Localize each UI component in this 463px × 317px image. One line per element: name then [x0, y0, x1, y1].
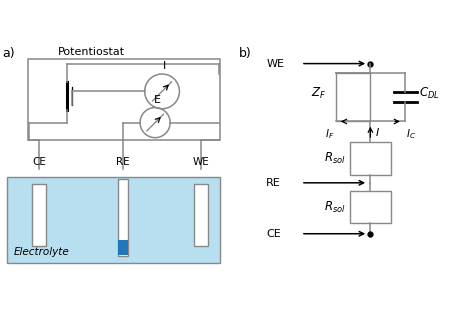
Text: I: I: [163, 61, 166, 70]
Text: CE: CE: [32, 157, 46, 167]
Text: $C_{DL}$: $C_{DL}$: [419, 86, 440, 101]
Text: CE: CE: [266, 229, 281, 239]
Bar: [7, 177, 220, 263]
Text: $Z_F$: $Z_F$: [311, 86, 326, 101]
Text: E: E: [154, 95, 161, 105]
Bar: [32, 184, 46, 247]
Text: b): b): [238, 47, 251, 60]
Bar: [336, 73, 370, 121]
Text: $R_{sol}$: $R_{sol}$: [325, 151, 346, 166]
Bar: [194, 184, 208, 247]
Bar: [118, 241, 128, 256]
Text: $R_{sol}$: $R_{sol}$: [325, 200, 346, 215]
Text: $I$: $I$: [375, 126, 380, 138]
Text: $I_C$: $I_C$: [407, 127, 416, 141]
Text: Potentiostat: Potentiostat: [58, 47, 125, 57]
Text: a): a): [2, 47, 15, 60]
Bar: [350, 142, 391, 175]
Bar: [118, 179, 128, 256]
Text: RE: RE: [116, 157, 130, 167]
Text: WE: WE: [266, 59, 284, 68]
Text: WE: WE: [193, 157, 210, 167]
Text: $I_F$: $I_F$: [325, 127, 335, 141]
Text: Electrolyte: Electrolyte: [14, 247, 69, 257]
Text: RE: RE: [266, 178, 281, 188]
Bar: [28, 59, 220, 140]
Bar: [350, 191, 391, 223]
